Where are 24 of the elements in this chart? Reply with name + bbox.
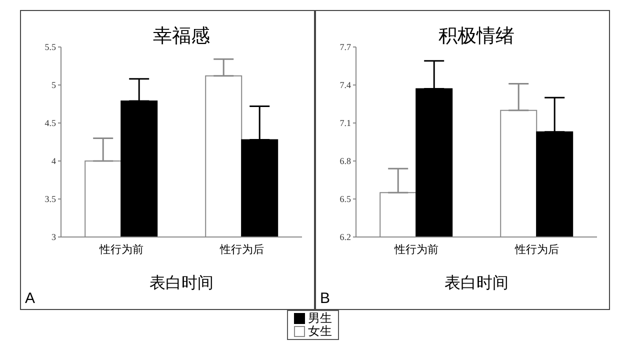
x-axis-title: 表白时间 — [148, 273, 214, 294]
legend-label: 男生 — [308, 311, 332, 325]
x-tick-label: 性行为后 — [218, 242, 264, 256]
y-tick-label: 4 — [52, 156, 56, 166]
y-tick-label: 4.5 — [44, 118, 56, 128]
y-tick-label: 5 — [52, 80, 56, 90]
y-tick-label: 3 — [52, 232, 56, 242]
y-tick-label: 3.5 — [44, 194, 56, 204]
chart-title: 幸福感 — [152, 24, 211, 49]
x-tick-label: 性行为前 — [98, 242, 144, 256]
text: B — [320, 290, 330, 307]
x-tick-label: 性行为前 — [393, 242, 438, 256]
y-tick-label: 7.1 — [340, 118, 351, 128]
text: A — [25, 290, 36, 307]
y-tick-label: 7.7 — [340, 42, 352, 52]
legend-label: 女生 — [308, 324, 332, 338]
y-tick-label: 6.2 — [340, 232, 351, 242]
x-axis-title: 表白时间 — [444, 273, 510, 294]
chart-title: 积极情绪 — [438, 24, 516, 49]
y-tick-label: 6.5 — [340, 194, 352, 204]
y-tick-label: 6.8 — [340, 156, 352, 166]
y-tick-label: 7.4 — [340, 80, 352, 90]
y-tick-label: 5.5 — [44, 42, 56, 52]
x-tick-label: 性行为后 — [514, 242, 559, 256]
